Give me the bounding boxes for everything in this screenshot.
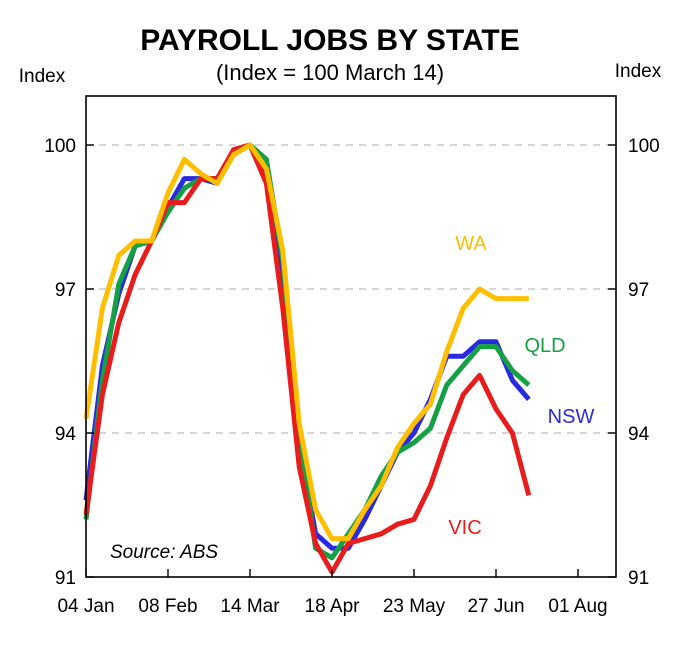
xtick-label-0: 04 Jan: [57, 596, 114, 617]
y-axis-label-right: Index: [615, 61, 662, 82]
xtick-label-4: 23 May: [383, 596, 446, 617]
chart-title: PAYROLL JOBS BY STATE: [140, 24, 520, 57]
series-label-qld: QLD: [524, 335, 565, 357]
source-note: Source: ABS: [110, 542, 218, 563]
ytick-label-right-91: 91: [628, 568, 649, 589]
series-labels: NSW QLD VIC WA: [448, 233, 594, 539]
xtick-label-3: 18 Apr: [305, 596, 361, 617]
series-label-nsw: NSW: [548, 406, 595, 428]
xtick-label-6: 01 Aug: [548, 596, 607, 617]
x-ticks: 04 Jan 08 Feb 14 Mar 18 Apr 23 May 27 Jun 01 A…: [57, 569, 608, 617]
series-line-wa: [83, 142, 529, 542]
plot-frame: [85, 95, 617, 578]
series-lines: [83, 142, 532, 575]
ytick-label-right-94: 94: [628, 424, 650, 445]
ytick-label-left-91: 91: [55, 568, 76, 589]
ytick-label-left-97: 97: [55, 280, 76, 301]
chart-subtitle: (Index = 100 March 14): [216, 60, 444, 85]
xtick-label-2: 14 Mar: [220, 596, 280, 617]
ytick-label-right-100: 100: [628, 136, 660, 157]
gridlines: [86, 144, 616, 434]
series-label-vic: VIC: [448, 517, 481, 539]
ytick-label-left-100: 100: [44, 136, 76, 157]
y-axis-label-left: Index: [19, 66, 66, 87]
xtick-label-1: 08 Feb: [138, 596, 197, 617]
ytick-label-right-97: 97: [628, 280, 649, 301]
xtick-label-5: 27 Jun: [467, 596, 524, 617]
y-ticks: 91 91 94 94 97 97 100 100: [44, 136, 659, 589]
series-label-wa: WA: [455, 233, 487, 255]
ytick-label-left-94: 94: [55, 424, 77, 445]
